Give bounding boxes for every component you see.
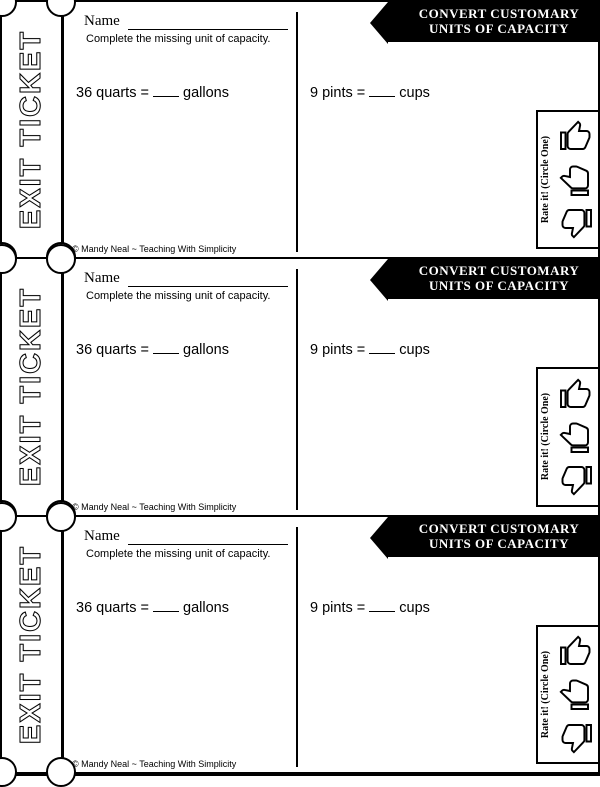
rating-panel: Rate it! (Circle One): [536, 110, 598, 249]
thumbs-side-icon[interactable]: [558, 419, 594, 455]
title-banner: CONVERT CUSTOMARY UNITS OF CAPACITY: [388, 517, 598, 557]
rate-label-wrap: Rate it! (Circle One): [538, 627, 554, 762]
answer-blank-2[interactable]: [369, 342, 395, 354]
thumbs-down-icon[interactable]: [558, 719, 594, 755]
answer-blank-1[interactable]: [153, 85, 179, 97]
name-area: Name Complete the missing unit of capaci…: [84, 8, 388, 45]
problem-1-text-left: 36 quarts =: [76, 600, 153, 616]
ticket-body: Name Complete the missing unit of capaci…: [64, 2, 598, 257]
header: Name Complete the missing unit of capaci…: [64, 517, 598, 560]
problems-area: 36 quarts = gallons 9 pints = cups Rate …: [64, 560, 598, 772]
rate-label-wrap: Rate it! (Circle One): [538, 369, 554, 504]
ticket-notch: [0, 757, 17, 787]
problem-2: 9 pints = cups: [298, 60, 530, 257]
problem-2: 9 pints = cups: [298, 317, 530, 514]
ticket-stub: EXIT TICKET: [2, 517, 64, 772]
copyright-text: © Mandy Neal ~ Teaching With Simplicity: [72, 244, 236, 254]
problem-1-text-left: 36 quarts =: [76, 85, 153, 101]
problem-1: 36 quarts = gallons: [64, 60, 296, 257]
ticket-stub: EXIT TICKET: [2, 259, 64, 514]
rate-label: Rate it! (Circle One): [541, 136, 552, 223]
header: Name Complete the missing unit of capaci…: [64, 2, 598, 45]
thumbs-column: [554, 627, 598, 762]
title-line-1: CONVERT CUSTOMARY: [408, 264, 590, 279]
name-label: Name: [84, 270, 120, 287]
name-label: Name: [84, 528, 120, 545]
exit-ticket-label: EXIT TICKET: [15, 545, 48, 744]
ticket-stub: EXIT TICKET: [2, 2, 64, 257]
thumbs-down-icon[interactable]: [558, 204, 594, 240]
exit-ticket-label: EXIT TICKET: [15, 30, 48, 229]
name-label: Name: [84, 13, 120, 30]
title-line-2: UNITS OF CAPACITY: [408, 279, 590, 294]
title-banner: CONVERT CUSTOMARY UNITS OF CAPACITY: [388, 2, 598, 42]
exit-ticket: EXIT TICKET Name Complete the missing un…: [2, 2, 598, 259]
problem-2-text-right: cups: [395, 600, 430, 616]
exit-ticket: EXIT TICKET Name Complete the missing un…: [2, 517, 598, 774]
ticket-body: Name Complete the missing unit of capaci…: [64, 517, 598, 772]
title-banner: CONVERT CUSTOMARY UNITS OF CAPACITY: [388, 259, 598, 299]
problem-1: 36 quarts = gallons: [64, 575, 296, 772]
thumbs-column: [554, 369, 598, 504]
exit-ticket-label: EXIT TICKET: [15, 287, 48, 486]
instruction-text: Complete the missing unit of capacity.: [86, 290, 388, 302]
problem-1-text-right: gallons: [179, 85, 229, 101]
instruction-text: Complete the missing unit of capacity.: [86, 548, 388, 560]
thumbs-down-icon[interactable]: [558, 461, 594, 497]
name-input-line[interactable]: [128, 16, 288, 30]
rating-panel: Rate it! (Circle One): [536, 625, 598, 764]
ticket-body: Name Complete the missing unit of capaci…: [64, 259, 598, 514]
copyright-text: © Mandy Neal ~ Teaching With Simplicity: [72, 759, 236, 769]
rate-label: Rate it! (Circle One): [541, 651, 552, 738]
problem-2-text-left: 9 pints =: [310, 85, 369, 101]
name-input-line[interactable]: [128, 531, 288, 545]
thumbs-up-icon[interactable]: [558, 377, 594, 413]
header: Name Complete the missing unit of capaci…: [64, 259, 598, 302]
name-area: Name Complete the missing unit of capaci…: [84, 523, 388, 560]
thumbs-column: [554, 112, 598, 247]
thumbs-up-icon[interactable]: [558, 119, 594, 155]
title-line-1: CONVERT CUSTOMARY: [408, 7, 590, 22]
rate-label-wrap: Rate it! (Circle One): [538, 112, 554, 247]
problem-1-text-right: gallons: [179, 600, 229, 616]
title-line-1: CONVERT CUSTOMARY: [408, 522, 590, 537]
problem-2-text-right: cups: [395, 85, 430, 101]
instruction-text: Complete the missing unit of capacity.: [86, 33, 388, 45]
problem-1-text-right: gallons: [179, 342, 229, 358]
answer-blank-2[interactable]: [369, 600, 395, 612]
name-area: Name Complete the missing unit of capaci…: [84, 265, 388, 302]
answer-blank-1[interactable]: [153, 342, 179, 354]
title-line-2: UNITS OF CAPACITY: [408, 22, 590, 37]
ticket-notch: [0, 0, 17, 17]
name-input-line[interactable]: [128, 273, 288, 287]
problem-2-text-right: cups: [395, 342, 430, 358]
problem-1: 36 quarts = gallons: [64, 317, 296, 514]
title-line-2: UNITS OF CAPACITY: [408, 537, 590, 552]
problems-area: 36 quarts = gallons 9 pints = cups Rate …: [64, 302, 598, 514]
answer-blank-2[interactable]: [369, 85, 395, 97]
rating-panel: Rate it! (Circle One): [536, 367, 598, 506]
problem-2-text-left: 9 pints =: [310, 342, 369, 358]
problem-2: 9 pints = cups: [298, 575, 530, 772]
rate-label: Rate it! (Circle One): [541, 393, 552, 480]
answer-blank-1[interactable]: [153, 600, 179, 612]
thumbs-up-icon[interactable]: [558, 634, 594, 670]
thumbs-side-icon[interactable]: [558, 676, 594, 712]
thumbs-side-icon[interactable]: [558, 162, 594, 198]
problems-area: 36 quarts = gallons 9 pints = cups Rate …: [64, 45, 598, 257]
exit-ticket: EXIT TICKET Name Complete the missing un…: [2, 259, 598, 516]
problem-1-text-left: 36 quarts =: [76, 342, 153, 358]
problem-2-text-left: 9 pints =: [310, 600, 369, 616]
copyright-text: © Mandy Neal ~ Teaching With Simplicity: [72, 502, 236, 512]
